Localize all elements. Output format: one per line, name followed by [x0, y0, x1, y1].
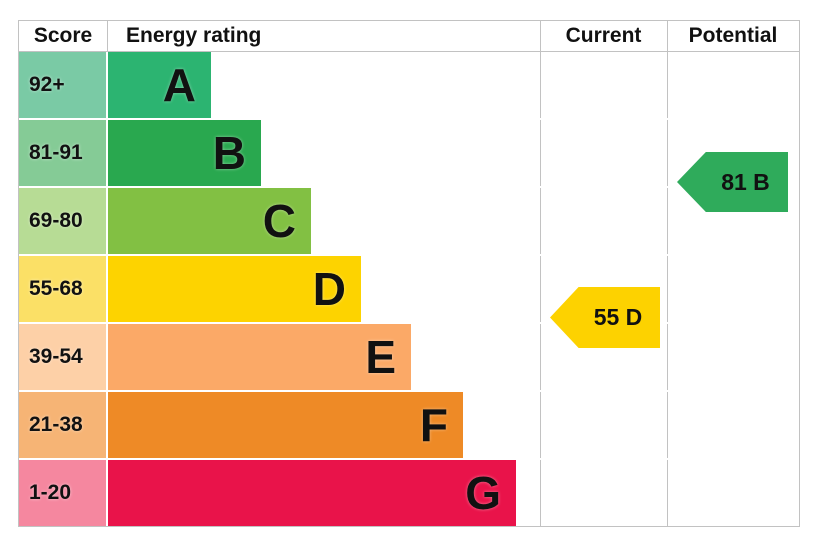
band-row-d: 55-68 D [19, 254, 799, 322]
current-rating-label: 55 D [593, 304, 643, 330]
potential-column-divider [667, 21, 668, 526]
band-row-c: 69-80 C [19, 186, 799, 254]
energy-rating-column-header: Energy rating [126, 24, 262, 47]
band-row-g: 1-20 G [19, 458, 799, 526]
current-column-header: Current [565, 24, 642, 47]
band-bar-d: D [108, 256, 361, 322]
score-range-e: 39-54 [19, 324, 108, 390]
rating-bands: 92+ A 81-91 B 69-80 C 55-68 D 39-54 E 21-38 F 1-20 G [19, 52, 799, 526]
band-row-a: 92+ A [19, 52, 799, 118]
band-bar-b: B [108, 120, 261, 186]
score-range-b: 81-91 [19, 120, 108, 186]
potential-column-header: Potential [688, 24, 778, 47]
score-range-c: 69-80 [19, 188, 108, 254]
rating-table: Score Energy rating Current Potential 92… [18, 20, 800, 527]
potential-rating-arrow: 81 B [677, 152, 788, 212]
score-column-header: Score [19, 21, 108, 51]
band-bar-a: A [108, 52, 211, 118]
band-bar-f: F [108, 392, 463, 458]
band-row-b: 81-91 B [19, 118, 799, 186]
table-header: Score Energy rating Current Potential [19, 21, 799, 52]
score-range-d: 55-68 [19, 256, 108, 322]
current-column-divider [540, 21, 541, 526]
band-row-f: 21-38 F [19, 390, 799, 458]
score-range-a: 92+ [19, 52, 108, 118]
potential-rating-label: 81 B [721, 168, 770, 195]
band-bar-c: C [108, 188, 311, 254]
score-range-f: 21-38 [19, 392, 108, 458]
band-bar-e: E [108, 324, 411, 390]
band-bar-g: G [108, 460, 516, 526]
score-range-g: 1-20 [19, 460, 108, 526]
band-row-e: 39-54 E [19, 322, 799, 390]
